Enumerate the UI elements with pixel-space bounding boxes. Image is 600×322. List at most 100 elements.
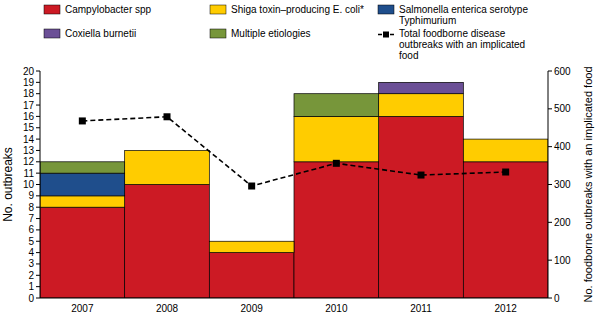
x-tick-label: 2007 [71,303,94,314]
legend-item: Salmonella enterica serotype Typhimurium [378,4,531,26]
bar [125,150,210,151]
marker [418,172,425,179]
y-tick [36,116,40,117]
y-tick-label: 5 [28,236,34,247]
y-tick [36,150,40,151]
x-tick-label: 2011 [410,303,432,314]
y-tick-label: 20 [23,66,35,77]
legend-item: Total foodborne disease outbreaks with a… [378,28,528,61]
bar [379,94,464,117]
y-tick-label: 8 [28,202,34,213]
bar [40,162,125,173]
legend-label-line: Salmonella enterica serotype [399,4,531,15]
legend-label-line: Multiple etiologies [231,28,311,39]
y2-tick-label: 300 [554,179,571,190]
bar [294,162,379,298]
legend-label-line: Shiga toxin–producing E. coli* [231,4,364,15]
y-tick [36,252,40,253]
x-tick-label: 2008 [156,303,179,314]
y-tick-label: 11 [24,168,35,179]
bar [463,162,548,298]
bar [379,82,464,83]
bar [40,173,125,196]
y2-tick [548,260,552,261]
y2-tick-label: 100 [554,255,571,266]
bar [463,139,548,162]
bar [209,241,294,242]
legend-swatch [44,29,60,38]
y-tick-label: 2 [28,270,34,281]
y-tick-label: 18 [23,88,35,99]
y-tick-label: 15 [23,122,35,133]
legend: Campylobacter spp Shiga toxin–producing E… [44,4,531,61]
legend-label-line: food [399,50,418,61]
y-tick [36,127,40,128]
y-tick-label: 4 [28,247,34,258]
y-tick [36,82,40,83]
y-tick [36,93,40,94]
marker [79,117,86,124]
y-tick [36,263,40,264]
y-tick-label: 9 [28,190,34,201]
bar [463,139,548,140]
y2-tick [548,108,552,109]
y-axis-title: No. outbreaks [1,147,15,222]
chart: Campylobacter spp Shiga toxin–producing E… [0,0,600,322]
y-tick [36,207,40,208]
y-tick [36,71,40,72]
bar [463,139,548,140]
bar [125,185,210,299]
legend-label: Coxiella burnetii [65,28,136,39]
bar [209,241,294,252]
legend-label: Total foodborne disease outbreaks with a… [399,28,528,61]
y-tick [36,161,40,162]
y-tick-label: 16 [23,111,35,122]
legend-item: Campylobacter spp [44,4,152,15]
bar [379,116,464,298]
y2-tick [548,184,552,185]
line [82,117,505,186]
marker [248,183,255,190]
legend-label: Shiga toxin–producing E. coli* [231,4,364,15]
x-tick-label: 2012 [495,303,518,314]
x-tick-label: 2010 [325,303,348,314]
bar [40,196,125,207]
marker [164,113,171,120]
bar-series [40,173,125,196]
bar [209,241,294,242]
bar [125,150,210,151]
y2-tick-label: 400 [554,141,571,152]
legend-marker [383,32,389,38]
y2-tick-label: 600 [554,66,571,77]
bar-series [379,82,464,93]
y-tick [36,195,40,196]
x-axis-line [40,298,548,299]
bar [294,116,379,161]
y-tick [36,139,40,140]
y-tick-label: 6 [28,224,34,235]
y-tick-label: 7 [28,213,34,224]
legend-label-line: outbreaks with an implicated [399,39,528,50]
legend-label: Campylobacter spp [65,4,152,15]
y-tick-label: 10 [23,179,35,190]
legend-label-line: Total foodborne disease [399,28,508,39]
legend-item: Multiple etiologies [210,28,311,39]
axes: 0123456789101112131415161718192001002003… [23,66,571,315]
y-tick [36,275,40,276]
bar [209,241,294,242]
legend-label: Multiple etiologies [231,28,311,39]
legend-label-line: Coxiella burnetii [65,28,136,39]
marker [502,169,509,176]
bar-series [40,116,548,298]
y2-tick-label: 0 [554,293,560,304]
y2-tick-label: 500 [554,103,571,114]
y-tick [36,105,40,106]
legend-swatch [210,29,226,38]
bar-series [40,94,379,173]
y-tick-label: 12 [23,156,35,167]
y-tick [36,229,40,230]
y-tick-label: 14 [23,134,35,145]
legend-swatch [210,5,226,14]
legend-swatch [378,5,394,14]
x-tick-label: 2009 [241,303,264,314]
